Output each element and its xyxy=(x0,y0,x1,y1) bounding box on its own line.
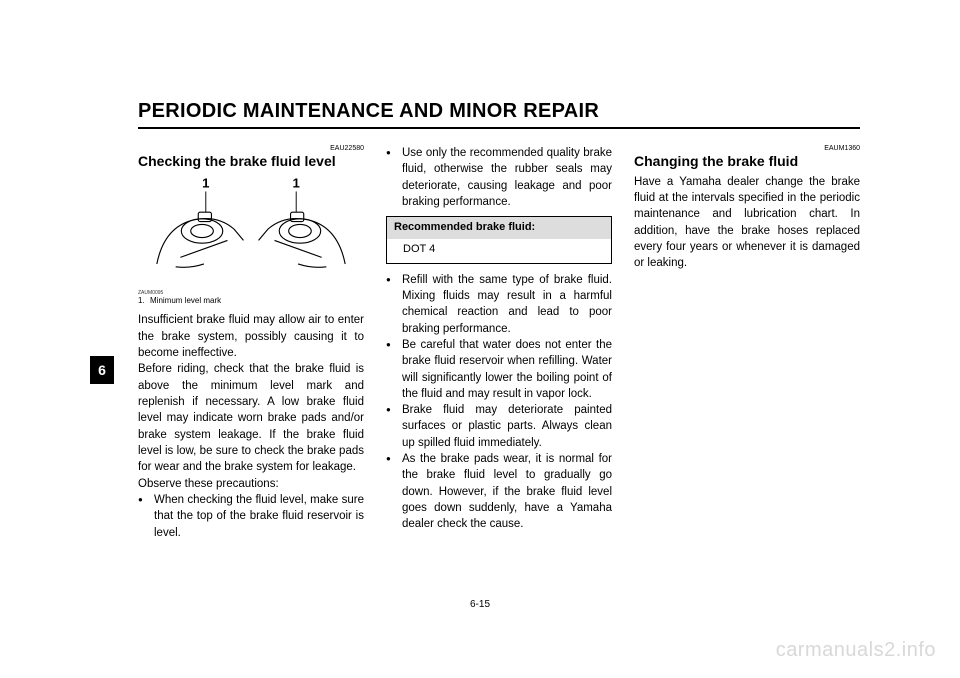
figure-caption-num: 1. xyxy=(138,296,147,306)
column-1: EAU22580 Checking the brake fluid level … xyxy=(138,145,364,541)
list-item: Refill with the same type of brake fluid… xyxy=(386,272,612,337)
content-columns: EAU22580 Checking the brake fluid level … xyxy=(138,145,860,541)
reference-code: EAU22580 xyxy=(138,145,364,152)
list-item: Brake fluid may deteriorate painted surf… xyxy=(386,402,612,451)
col2-top-bullet: Use only the recommended quality brake f… xyxy=(386,145,612,210)
list-item-text: As the brake pads wear, it is normal for… xyxy=(402,451,612,533)
figure-caption-text: Minimum level mark xyxy=(150,296,221,306)
list-item-text: Brake fluid may deteriorate painted surf… xyxy=(402,402,612,451)
column-3: EAUM1360 Changing the brake fluid Have a… xyxy=(634,145,860,541)
brake-lever-illustration: 1 1 xyxy=(138,174,364,288)
recommended-fluid-value: DOT 4 xyxy=(387,239,611,263)
figure-caption: 1. Minimum level mark xyxy=(138,296,364,306)
manual-page: PERIODIC MAINTENANCE AND MINOR REPAIR 6 … xyxy=(0,0,960,678)
watermark: carmanuals2.info xyxy=(776,639,936,662)
col1-para-3: Observe these precautions: xyxy=(138,476,364,492)
chapter-tab: 6 xyxy=(90,356,114,384)
reference-code: EAUM1360 xyxy=(634,145,860,152)
column-2: Use only the recommended quality brake f… xyxy=(386,145,612,541)
col1-bullets: When checking the fluid level, make sure… xyxy=(138,492,364,541)
brake-lever-figure: 1 1 xyxy=(138,174,364,288)
list-item: Be careful that water does not enter the… xyxy=(386,337,612,402)
list-item-text: Use only the recommended quality brake f… xyxy=(402,145,612,210)
list-item: When checking the fluid level, make sure… xyxy=(138,492,364,541)
svg-text:1: 1 xyxy=(202,175,209,190)
page-number: 6-15 xyxy=(470,599,490,610)
col1-para-2: Before riding, check that the brake flui… xyxy=(138,361,364,475)
list-item-text: Refill with the same type of brake fluid… xyxy=(402,272,612,337)
list-item-text: Be careful that water does not enter the… xyxy=(402,337,612,402)
svg-text:1: 1 xyxy=(293,175,300,190)
section-heading-changing: Changing the brake fluid xyxy=(634,153,860,170)
title-rule: PERIODIC MAINTENANCE AND MINOR REPAIR xyxy=(138,100,860,129)
list-item-text: When checking the fluid level, make sure… xyxy=(154,492,364,541)
list-item: Use only the recommended quality brake f… xyxy=(386,145,612,210)
col2-bullets: Refill with the same type of brake fluid… xyxy=(386,272,612,533)
recommended-fluid-heading: Recommended brake fluid: xyxy=(387,217,611,239)
recommended-fluid-box: Recommended brake fluid: DOT 4 xyxy=(386,216,612,263)
section-heading-checking: Checking the brake fluid level xyxy=(138,153,364,170)
col3-para: Have a Yamaha dealer change the brake fl… xyxy=(634,174,860,272)
list-item: As the brake pads wear, it is normal for… xyxy=(386,451,612,533)
page-title: PERIODIC MAINTENANCE AND MINOR REPAIR xyxy=(138,100,860,123)
col1-para-1: Insufficient brake fluid may allow air t… xyxy=(138,312,364,361)
